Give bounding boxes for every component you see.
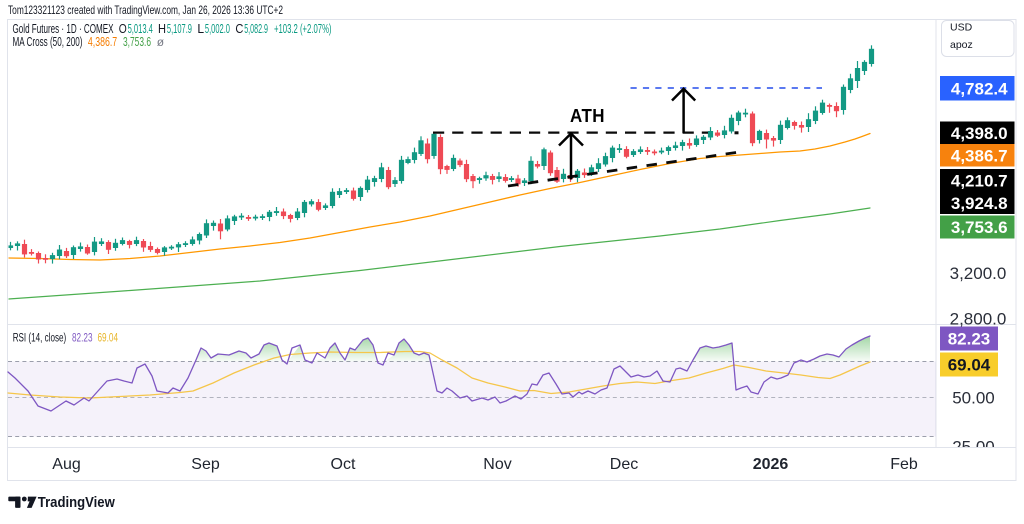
- svg-text:3,753.6: 3,753.6: [123, 35, 151, 49]
- svg-text:4,386.7: 4,386.7: [88, 35, 117, 49]
- svg-text:TradingView: TradingView: [38, 495, 116, 511]
- svg-text:5,082.9: 5,082.9: [244, 22, 268, 36]
- svg-text:Nov: Nov: [483, 456, 511, 473]
- svg-text:MA Cross (50, 200): MA Cross (50, 200): [13, 35, 83, 49]
- svg-text:5,107.9: 5,107.9: [167, 22, 192, 36]
- svg-text:2026: 2026: [753, 456, 789, 473]
- svg-text:3,200.0: 3,200.0: [950, 264, 1007, 283]
- svg-text:ATH: ATH: [570, 106, 605, 126]
- svg-text:82.23: 82.23: [948, 330, 991, 349]
- svg-text:Aug: Aug: [52, 456, 80, 473]
- svg-text:4,782.4: 4,782.4: [951, 79, 1008, 98]
- svg-text:Sep: Sep: [191, 456, 220, 473]
- svg-text:Gold Futures · 1D · COMEX: Gold Futures · 1D · COMEX: [13, 22, 114, 36]
- svg-text:4,210.7: 4,210.7: [951, 171, 1008, 190]
- svg-text:5,013.4: 5,013.4: [128, 22, 153, 36]
- svg-text:L: L: [197, 22, 204, 36]
- svg-text:25.00: 25.00: [952, 438, 995, 457]
- svg-text:O: O: [119, 22, 127, 36]
- svg-text:5,002.0: 5,002.0: [205, 22, 230, 36]
- svg-text:Dec: Dec: [610, 456, 638, 473]
- svg-text:C: C: [235, 22, 243, 36]
- svg-text:Oct: Oct: [331, 456, 356, 473]
- svg-text:82.23: 82.23: [72, 333, 93, 345]
- svg-text:RSI (14, close): RSI (14, close): [13, 333, 67, 345]
- svg-text:3,924.8: 3,924.8: [951, 194, 1008, 213]
- svg-text:4,386.7: 4,386.7: [951, 146, 1008, 165]
- svg-text:Tom123321123 created with Trad: Tom123321123 created with TradingView.co…: [8, 3, 283, 17]
- svg-text:4,398.0: 4,398.0: [951, 124, 1008, 143]
- svg-text:69.04: 69.04: [98, 333, 119, 345]
- svg-text:ø: ø: [157, 35, 165, 49]
- svg-text:+103.2 (+2.07%): +103.2 (+2.07%): [274, 22, 332, 36]
- svg-text:USD: USD: [950, 22, 973, 34]
- svg-text:3,753.6: 3,753.6: [951, 218, 1008, 237]
- svg-text:H: H: [158, 22, 166, 36]
- svg-text:apoz: apoz: [950, 39, 973, 51]
- svg-text:2,800.0: 2,800.0: [950, 310, 1007, 329]
- svg-text:69.04: 69.04: [948, 356, 991, 375]
- svg-text:50.00: 50.00: [952, 389, 995, 408]
- svg-text:Feb: Feb: [890, 456, 918, 473]
